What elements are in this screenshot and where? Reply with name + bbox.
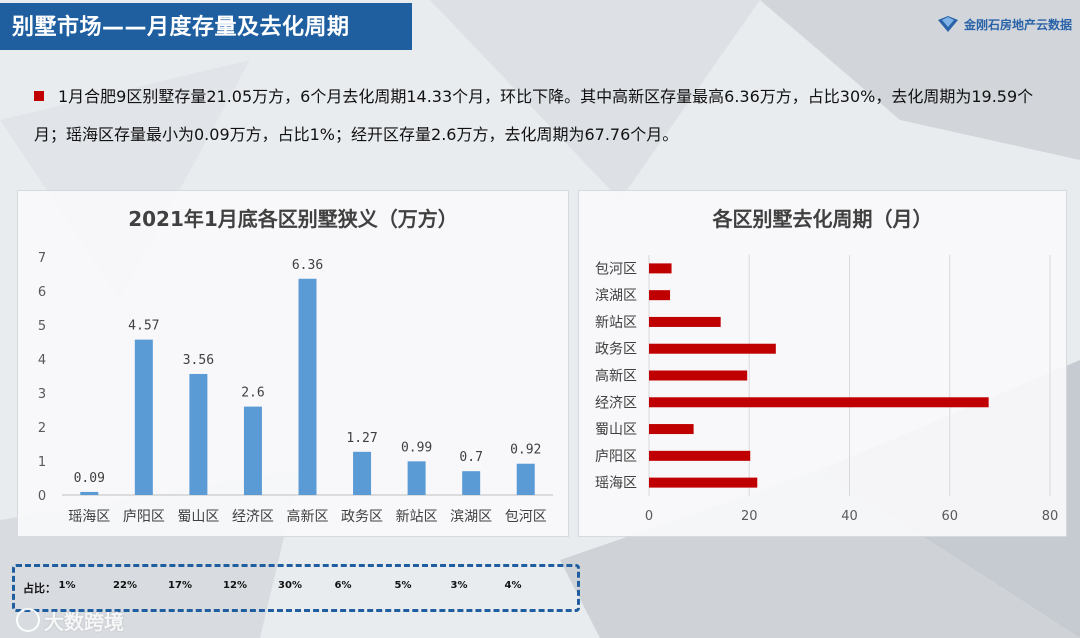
summary-text: 1月合肥9区别墅存量21.05万方，6个月去化周期14.33个月，环比下降。其中… [34,87,1034,144]
title-bar: 别墅市场——月度存量及去化周期 [0,3,412,48]
cycle-bar [649,263,672,274]
x-tick-label: 40 [841,509,858,524]
x-tick-label: 经济区 [232,509,274,525]
stock-data-label: 0.92 [510,443,541,458]
cycle-bar [649,370,748,381]
title-underline [0,48,412,50]
x-tick-label: 蜀山区 [177,509,219,525]
y-tick-label: 3 [38,387,46,402]
x-tick-label: 庐阳区 [123,509,165,525]
stock-data-label: 4.57 [128,319,159,334]
stock-data-label: 2.6 [241,386,264,401]
x-tick-label: 滨湖区 [450,509,492,525]
ratio-value: 12% [223,580,247,591]
cycle-chart-panel: 各区别墅去化周期（月） 0 20 40 60 80 包河区滨湖区新站区政务区高新区经济区蜀… [578,190,1067,537]
stock-bar [298,278,317,495]
cycle-bar [649,397,989,408]
y-tick-label: 新站区 [595,315,637,331]
ratio-value: 4% [504,580,522,591]
ratio-row: 占比： 1% 22% 17% 12% 30% 6% 5% 3% 4% [12,564,580,612]
stock-bar [353,451,372,495]
brand-name: 金刚石房地产云数据 [963,17,1072,32]
x-tick-label: 60 [941,509,958,524]
stock-bar [516,463,535,495]
cycle-bar [649,316,721,327]
x-tick-label: 包河区 [505,509,547,525]
cycle-bar [649,424,694,435]
stock-bar-chart: 0 1 2 3 4 5 6 7 0.09 瑶海区 4.57 庐阳区 3.56 蜀山区 2.6 经济区 6.36 高… [38,251,553,525]
ratio-value: 6% [334,580,352,591]
stock-data-label: 1.27 [346,431,377,446]
cycle-bar [649,450,751,461]
ratio-value: 30% [278,580,302,591]
y-tick-label: 庐阳区 [595,449,637,465]
summary-paragraph: 1月合肥9区别墅存量21.05万方，6个月去化周期14.33个月，环比下降。其中… [34,78,1054,154]
stock-data-label: 0.99 [401,440,432,455]
stock-data-label: 3.56 [183,353,214,368]
ratio-value: 5% [394,580,412,591]
watermark: 大数跨境 [16,606,124,635]
brand: 金刚石房地产云数据 [936,14,1072,34]
stock-data-label: 0.7 [459,450,482,465]
y-tick-label: 1 [38,455,46,470]
bullet-square-icon [34,91,44,101]
stock-chart-title: 2021年1月底各区别墅狭义（万方） [128,207,458,231]
x-tick-label: 政务区 [341,509,383,525]
y-tick-label: 6 [38,285,46,300]
x-tick-label: 20 [741,509,758,524]
y-tick-label: 政务区 [595,342,637,358]
stock-bar [462,471,481,495]
y-tick-label: 5 [38,319,46,334]
y-tick-label: 经济区 [595,395,637,411]
ratio-value: 22% [113,580,137,591]
stock-data-label: 6.36 [292,258,323,273]
stock-chart-panel: 2021年1月底各区别墅狭义（万方） 0 1 2 3 4 5 6 7 0.09 瑶海区 4.57 庐阳… [17,190,569,537]
ratio-value: 1% [58,580,76,591]
page-title: 别墅市场——月度存量及去化周期 [12,15,350,40]
cycle-bar [649,290,671,301]
diamond-logo-icon [937,16,958,32]
stock-data-label: 0.09 [74,471,105,486]
stock-bar [189,373,208,495]
x-tick-label: 高新区 [287,508,329,525]
y-tick-label: 滨湖区 [595,288,637,304]
stock-bar [134,339,153,495]
y-tick-label: 瑶海区 [595,476,637,492]
stock-bar [407,461,426,495]
y-tick-label: 0 [38,489,46,504]
y-tick-label: 2 [38,421,46,436]
stock-bar [80,491,99,495]
x-tick-label: 80 [1042,509,1059,524]
y-tick-label: 4 [38,353,46,368]
y-tick-label: 高新区 [595,368,637,385]
ratio-value: 3% [450,580,468,591]
y-tick-label: 7 [38,251,46,266]
x-tick-label: 0 [645,509,653,524]
watermark-text: 大数跨境 [44,610,124,634]
x-tick-label: 新站区 [396,509,438,525]
y-tick-label: 蜀山区 [595,422,637,438]
watermark-logo-icon [16,608,40,632]
ratio-label: 占比： [23,582,56,595]
y-tick-label: 包河区 [595,261,637,277]
cycle-bar [649,343,776,354]
stock-bar [243,406,262,495]
ratio-value: 17% [168,580,192,591]
cycle-bar [649,477,758,488]
x-tick-label: 瑶海区 [68,509,110,525]
cycle-chart-title: 各区别墅去化周期（月） [712,207,933,231]
